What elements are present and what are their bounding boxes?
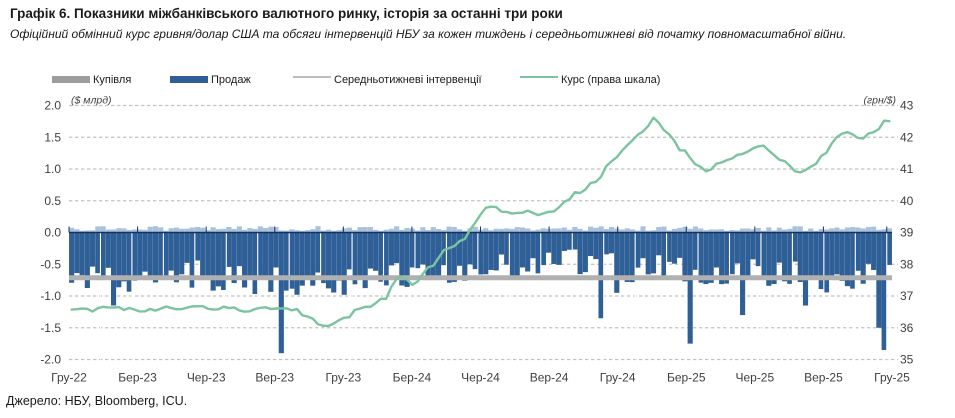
svg-text:35: 35 <box>900 353 914 367</box>
svg-text:Чер-23: Чер-23 <box>187 371 226 385</box>
svg-text:(грн/$): (грн/$) <box>863 95 896 107</box>
svg-text:39: 39 <box>900 226 914 240</box>
svg-text:-0.5: -0.5 <box>40 257 61 271</box>
svg-text:Вер-24: Вер-24 <box>530 371 569 385</box>
svg-text:Вер-25: Вер-25 <box>804 371 843 385</box>
svg-text:38: 38 <box>900 257 914 271</box>
svg-text:2.0: 2.0 <box>44 99 61 113</box>
svg-text:Гру-23: Гру-23 <box>325 371 361 385</box>
svg-text:Бер-23: Бер-23 <box>118 371 157 385</box>
svg-text:0.0: 0.0 <box>44 226 61 240</box>
svg-text:43: 43 <box>900 99 914 113</box>
svg-text:1.0: 1.0 <box>44 162 61 176</box>
svg-text:42: 42 <box>900 130 914 144</box>
svg-text:36: 36 <box>900 321 914 335</box>
svg-text:-1.0: -1.0 <box>40 289 61 303</box>
svg-text:37: 37 <box>900 289 914 303</box>
svg-text:Бер-24: Бер-24 <box>393 371 432 385</box>
svg-text:41: 41 <box>900 162 914 176</box>
svg-text:40: 40 <box>900 194 914 208</box>
svg-text:Чер-25: Чер-25 <box>735 371 774 385</box>
svg-text:0.5: 0.5 <box>44 194 61 208</box>
svg-text:Гру-25: Гру-25 <box>874 371 910 385</box>
svg-text:Чер-24: Чер-24 <box>461 371 500 385</box>
svg-text:Вер-23: Вер-23 <box>255 371 294 385</box>
svg-text:-1.5: -1.5 <box>40 321 61 335</box>
svg-text:1.5: 1.5 <box>44 130 61 144</box>
svg-text:Гру-24: Гру-24 <box>600 371 636 385</box>
svg-text:($ млрд): ($ млрд) <box>71 95 112 107</box>
svg-text:Гру-22: Гру-22 <box>51 371 87 385</box>
svg-text:-2.0: -2.0 <box>40 353 61 367</box>
svg-text:Бер-25: Бер-25 <box>667 371 706 385</box>
